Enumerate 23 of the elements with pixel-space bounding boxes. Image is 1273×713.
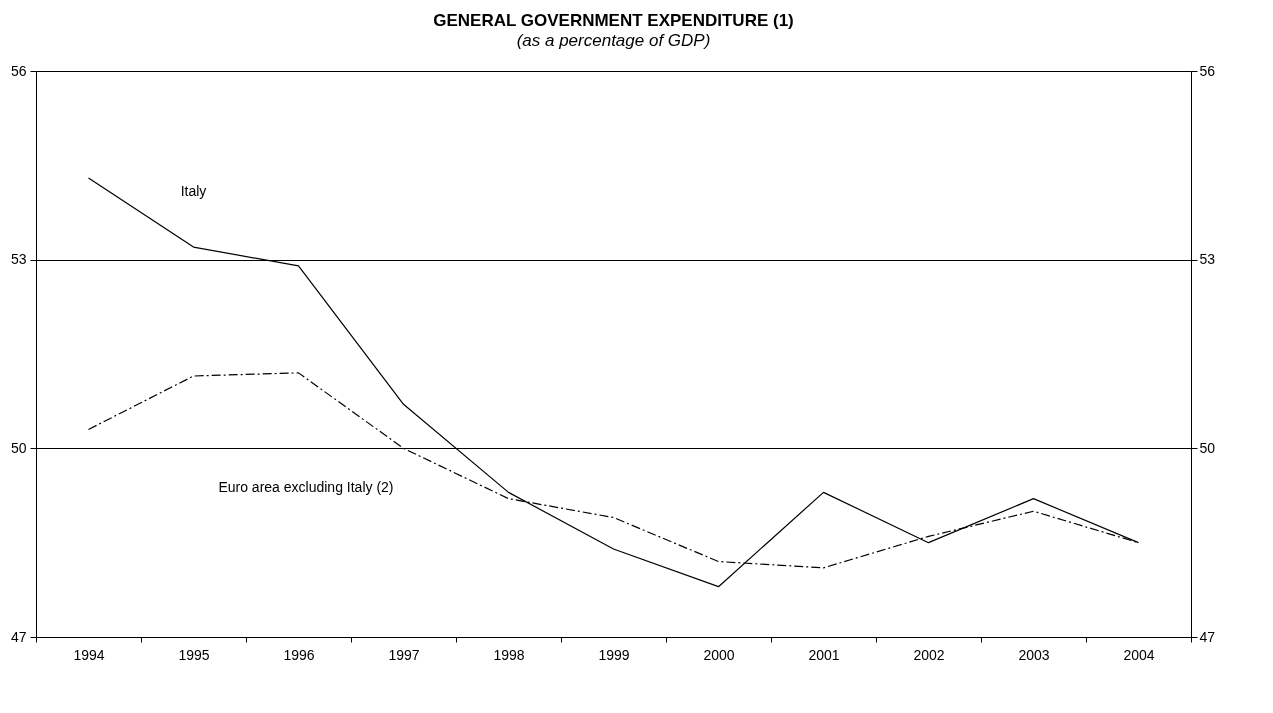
y-tick-label: 53	[10, 251, 27, 268]
chart-title: GENERAL GOVERNMENT EXPENDITURE (1)	[433, 11, 794, 30]
text: Italy	[180, 183, 207, 200]
y-tick-label: 50	[10, 439, 27, 456]
x-tick-label: 1995	[178, 646, 210, 663]
x-tick-label: 2003	[1018, 646, 1050, 663]
chart-subtitle: (as a percentage of GDP)	[516, 31, 711, 50]
x-tick-label: 1997	[388, 646, 420, 663]
text: Euro area excluding Italy (2)	[218, 479, 394, 496]
x-tick-label: 1996	[283, 646, 315, 663]
x-tick-label: 2004	[1123, 646, 1155, 663]
y2-tick-label: 47	[1199, 628, 1216, 645]
x-tick-label: 1998	[493, 646, 525, 663]
x-tick-label: 1999	[598, 646, 630, 663]
x-tick-label: 1994	[73, 646, 105, 663]
y2-tick-label: 50	[1199, 439, 1216, 456]
y2-tick-label: 53	[1199, 251, 1216, 268]
x-tick-label: 2002	[913, 646, 945, 663]
x-tick-label: 2000	[703, 646, 735, 663]
y2-tick-label: 56	[1199, 62, 1216, 79]
x-tick-label: 2001	[808, 646, 840, 663]
y-tick-label: 47	[10, 628, 27, 645]
y-tick-label: 56	[10, 62, 27, 79]
